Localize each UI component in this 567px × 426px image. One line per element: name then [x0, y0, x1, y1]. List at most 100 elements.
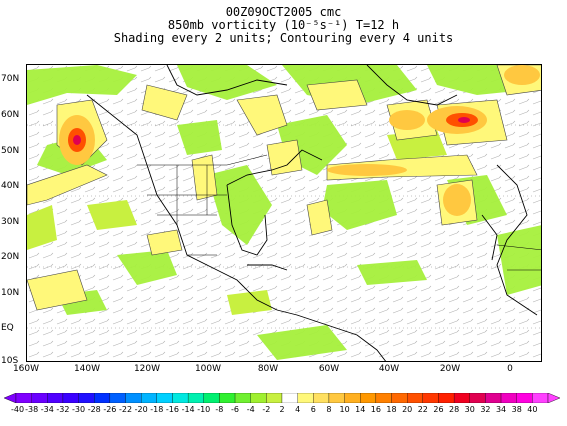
color-scale-arrow-high [547, 393, 560, 403]
color-scale-cell [500, 393, 517, 403]
color-scale-cell [31, 393, 48, 403]
color-scale-label: -38 [25, 405, 39, 414]
color-scale-label: -28 [87, 405, 101, 414]
lon-label-60w: 60W [318, 364, 340, 374]
color-scale-cell [234, 393, 251, 403]
color-scale-cell [407, 393, 423, 403]
lat-label-40n: 40N [1, 181, 20, 191]
color-scale-label: 32 [480, 405, 491, 414]
color-scale-label: 16 [370, 405, 381, 414]
color-scale-label: -2 [262, 405, 271, 414]
title-line-1: 00Z09OCT2005 cmc [225, 5, 342, 19]
color-scale-label: -32 [56, 405, 70, 414]
color-scale-label: 34 [495, 405, 507, 414]
color-scale-cell [328, 393, 345, 403]
lat-label-70n: 70N [1, 74, 20, 84]
color-scale-cell [172, 393, 189, 403]
color-scale-label: -18 [150, 405, 164, 414]
negative-vorticity-light [27, 130, 447, 315]
color-scale-cell [15, 393, 32, 403]
lon-label-120w: 120W [133, 364, 161, 374]
color-scale-label: -6 [231, 405, 240, 414]
color-scale-label: -22 [118, 405, 133, 414]
vorticity-peak [73, 117, 470, 145]
color-scale-cell [375, 393, 392, 403]
color-scale-cell [156, 393, 173, 403]
color-scale-label: 28 [449, 405, 460, 414]
color-scale-label: 2 [279, 405, 285, 414]
title-line-2: 850mb vorticity (10⁻⁵s⁻¹) T=12 h [167, 18, 400, 32]
lat-label-50n: 50N [1, 146, 20, 156]
lon-label-80w: 80W [257, 364, 279, 374]
color-scale-cell [344, 393, 361, 403]
color-scale-label: -16 [165, 405, 179, 414]
color-scale-label: -20 [134, 405, 148, 414]
lat-label-10s: 10S [1, 356, 19, 366]
color-scale-cell [109, 393, 126, 403]
color-scale-label: 20 [402, 405, 413, 414]
lon-label-20w: 20W [439, 364, 461, 374]
color-scale-cell [453, 393, 470, 403]
color-scale-label: -4 [246, 405, 255, 414]
lon-label-140w: 140W [73, 364, 101, 374]
color-scale-arrow-low [4, 393, 17, 403]
lon-label-40w: 40W [378, 364, 400, 374]
chart-title: 00Z09OCT2005 cmc 850mb vorticity (10⁻⁵s⁻… [0, 6, 567, 45]
color-scale-cell [281, 393, 298, 403]
lat-label-60n: 60N [1, 110, 20, 120]
color-scale-label: -10 [197, 405, 211, 414]
lat-label-30n: 30N [1, 217, 20, 227]
color-scale-cell [187, 393, 204, 403]
color-scale-cell [516, 393, 533, 403]
color-scale-cell [297, 393, 314, 403]
color-scale-cell [141, 393, 157, 403]
color-scale-label: 26 [433, 405, 444, 414]
color-scale-label: -8 [215, 405, 224, 414]
color-scale-cell [250, 393, 267, 403]
color-scale-label: 30 [464, 405, 475, 414]
color-scale-label: 22 [417, 405, 428, 414]
color-scale-cell [391, 393, 408, 403]
lon-label-0: 0 [507, 364, 513, 374]
color-scale-label: 40 [527, 405, 538, 414]
color-scale-cell [219, 393, 236, 403]
coastlines [86, 65, 538, 361]
lat-label-20n: 20N [1, 252, 20, 262]
lon-label-100w: 100W [194, 364, 222, 374]
color-scale-cell [438, 393, 455, 403]
color-scale-cell [62, 393, 79, 403]
color-scale-cell [485, 393, 502, 403]
color-scale-cell [469, 393, 486, 403]
color-scale-cell [360, 393, 377, 403]
color-scale-label: 18 [386, 405, 397, 414]
color-scale-label: -30 [72, 405, 86, 414]
color-scale-cells [4, 393, 560, 403]
color-scale-label: -34 [40, 405, 54, 414]
color-scale-label: 8 [326, 405, 332, 414]
color-scale-label: 14 [355, 405, 366, 414]
color-scale-cell [125, 393, 142, 403]
color-scale-label: -40 [11, 405, 25, 414]
map-canvas [27, 65, 541, 361]
color-scale-cell [422, 393, 439, 403]
color-scale-label: 4 [295, 405, 301, 414]
color-scale-label: 6 [310, 405, 316, 414]
color-scale-cell [313, 393, 330, 403]
color-scale-cell [532, 393, 549, 403]
lon-label-160w: 160W [12, 364, 40, 374]
vorticity-map [26, 64, 542, 362]
color-scale-label: 38 [511, 405, 522, 414]
title-line-3: Shading every 2 units; Contouring every … [113, 31, 454, 45]
political-boundaries [137, 154, 541, 271]
color-scale-bar [4, 393, 560, 403]
lat-label-eq: EQ [1, 323, 14, 333]
color-scale-cell [47, 393, 64, 403]
color-scale-cell [266, 393, 283, 403]
color-scale-cell [94, 393, 111, 403]
color-scale-label: -14 [181, 405, 195, 414]
lat-label-10n: 10N [1, 288, 20, 298]
color-scale-label: -26 [103, 405, 117, 414]
color-scale-cell [203, 393, 220, 403]
color-scale-cell [78, 393, 95, 403]
color-scale-label: 10 [339, 405, 350, 414]
